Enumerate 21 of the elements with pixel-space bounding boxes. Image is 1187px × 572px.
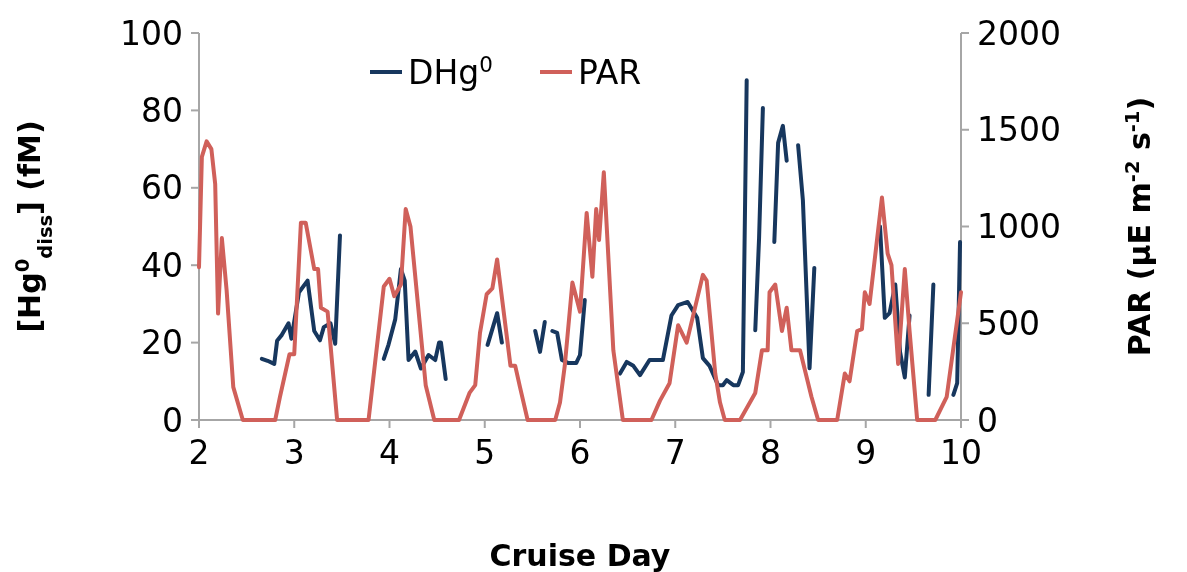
y-tick-label: 100 <box>120 13 183 53</box>
y2-tick-label: 1000 <box>977 207 1061 247</box>
y2-tick-label: 500 <box>977 303 1040 343</box>
x-tick-label: 4 <box>379 433 400 472</box>
x-tick-label: 9 <box>855 433 877 472</box>
y2-tick-label: 1500 <box>977 110 1061 150</box>
y-tick-label: 60 <box>141 168 183 208</box>
x-tick-label: 2 <box>188 433 210 472</box>
legend-label: DHg$^{0}$ <box>408 51 493 92</box>
y2-tick-label: 2000 <box>977 13 1061 53</box>
x-tick-label: 6 <box>569 433 591 472</box>
y-tick-label: 40 <box>141 245 183 285</box>
x-axis-title: Cruise Day <box>489 538 671 572</box>
y-tick-label: 0 <box>162 400 183 440</box>
y-tick-label: 80 <box>141 90 183 130</box>
x-tick-label: 7 <box>664 433 686 472</box>
x-tick-label: 8 <box>760 433 781 472</box>
y-tick-label: 20 <box>141 323 183 363</box>
x-tick-label: 5 <box>474 433 496 472</box>
x-tick-label: 3 <box>283 433 305 472</box>
legend-label: PAR <box>578 52 642 92</box>
